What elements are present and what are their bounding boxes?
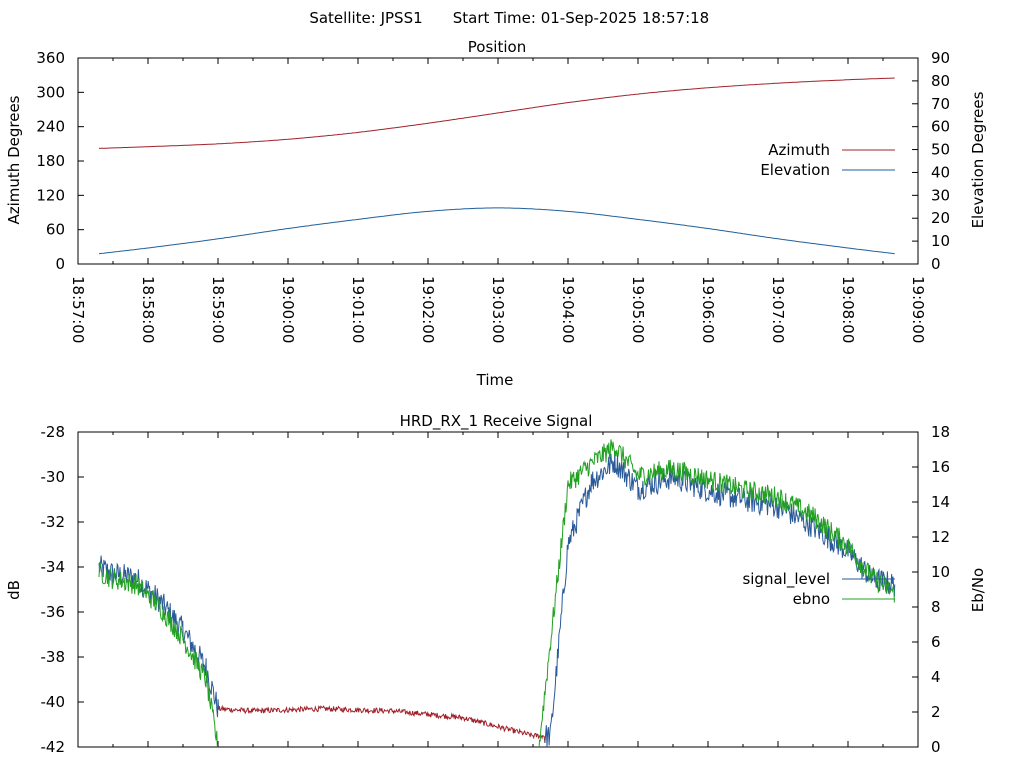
elevation-tick-label: 10 (931, 232, 950, 250)
time-tick-label: 19:01:00 (349, 276, 367, 343)
elevation-tick-label: 0 (931, 255, 941, 273)
db-tick-label: -36 (41, 603, 66, 621)
elevation-tick-label: 70 (931, 95, 950, 113)
time-tick-label: 19:05:00 (629, 276, 647, 343)
signal-level-legend-label: signal_level (742, 570, 830, 589)
ebno-tick-label: 16 (931, 458, 950, 476)
azimuth-tick-label: 180 (36, 152, 65, 170)
azimuth-line (98, 77, 895, 149)
elevation-tick-label: 30 (931, 186, 950, 204)
position-chart-title: Position (468, 38, 526, 56)
ebno-tick-label: 12 (931, 528, 950, 546)
elevation-tick-label: 80 (931, 72, 950, 90)
azimuth-tick-label: 60 (46, 221, 65, 239)
elevation-axis-label: Elevation Degrees (969, 91, 987, 228)
elevation-tick-label: 90 (931, 49, 950, 67)
db-tick-label: -30 (41, 468, 66, 486)
elevation-tick-label: 40 (931, 163, 950, 181)
azimuth-tick-label: 0 (55, 255, 65, 273)
ebno-tick-label: 8 (931, 598, 941, 616)
azimuth-tick-label: 120 (36, 186, 65, 204)
db-axis-label: dB (5, 580, 23, 600)
db-tick-label: -38 (41, 648, 66, 666)
elevation-tick-label: 20 (931, 209, 950, 227)
receive-signal-chart: HRD_RX_1 Receive Signal dB Eb/No -42 -40 -… (5, 412, 987, 756)
db-tick-label: -34 (41, 558, 66, 576)
elevation-tick-label: 60 (931, 118, 950, 136)
ebno-tick-label: 6 (931, 633, 941, 651)
azimuth-tick-label: 300 (36, 83, 65, 101)
azimuth-legend-label: Azimuth (768, 141, 830, 159)
ebno-tick-label: 10 (931, 563, 950, 581)
ebno-tick-label: 18 (931, 423, 950, 441)
db-tick-label: -40 (41, 693, 66, 711)
time-tick-label: 19:06:00 (699, 276, 717, 343)
receive-signal-chart-title: HRD_RX_1 Receive Signal (400, 412, 593, 431)
time-tick-label: 19:07:00 (769, 276, 787, 343)
time-tick-label: 19:09:00 (909, 276, 927, 343)
time-tick-label: 18:57:00 (69, 276, 87, 343)
ebno-line (98, 439, 896, 747)
time-tick-label: 19:00:00 (279, 276, 297, 343)
time-tick-label: 19:04:00 (559, 276, 577, 343)
azimuth-tick-label: 360 (36, 49, 65, 67)
ebno-tick-label: 2 (931, 703, 941, 721)
time-tick-label: 19:08:00 (839, 276, 857, 343)
signal-level-line (544, 450, 896, 747)
time-axis-label: Time (476, 371, 514, 389)
db-tick-label: -28 (41, 423, 66, 441)
satellite-label: Satellite: JPSS1 (309, 9, 422, 27)
time-tick-label: 18:59:00 (209, 276, 227, 343)
time-tick-label: 18:58:00 (139, 276, 157, 343)
ebno-tick-label: 14 (931, 493, 950, 511)
signal-level-line (98, 555, 220, 718)
db-tick-label: -42 (41, 738, 66, 756)
position-chart: Position Azimuth Degrees Elevation Degre… (5, 38, 987, 389)
ebno-tick-label: 0 (931, 738, 941, 756)
time-tick-label: 19:03:00 (489, 276, 507, 343)
time-tick-label: 19:02:00 (419, 276, 437, 343)
start-time-label: Start Time: 01-Sep-2025 18:57:18 (453, 9, 709, 27)
ebno-legend-label: ebno (793, 590, 830, 608)
signal-level-line (218, 704, 546, 743)
db-tick-label: -32 (41, 513, 66, 531)
ebno-tick-label: 4 (931, 668, 941, 686)
elevation-legend-label: Elevation (760, 161, 830, 179)
azimuth-tick-label: 240 (36, 118, 65, 136)
elevation-tick-label: 50 (931, 141, 950, 159)
signal-lines-group (98, 439, 896, 747)
azimuth-axis-label: Azimuth Degrees (5, 95, 23, 224)
elevation-line (98, 207, 895, 255)
ebno-axis-label: Eb/No (969, 568, 987, 612)
